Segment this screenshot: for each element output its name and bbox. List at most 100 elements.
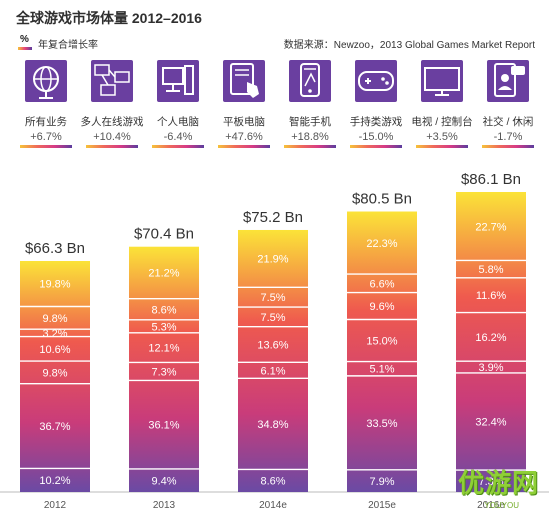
category-growth: +10.4% xyxy=(93,131,131,143)
bar-column xyxy=(347,211,417,492)
segment-label: 5.3% xyxy=(151,321,176,333)
category-label: 电视 / 控制台 xyxy=(411,116,473,128)
segment-label: 3.2% xyxy=(42,328,67,340)
category-growth: +3.5% xyxy=(426,131,458,143)
segment-label: 5.1% xyxy=(369,364,394,376)
segment-label: 10.6% xyxy=(39,344,70,356)
chart-title: 全球游戏市场体量 2012–2016 xyxy=(16,10,202,26)
segment-label: 11.6% xyxy=(476,290,507,302)
legend-text: 年复合增长率 xyxy=(38,40,98,51)
category-item: 社交 / 休闲 -1.7% xyxy=(476,60,540,148)
category-label: 平板电脑 xyxy=(223,116,265,128)
segment-label: 16.2% xyxy=(475,332,506,344)
bars-group: 10.2% 36.7% 9.8% 10.6% 3.2% 9.8% 19.8% $66.3 Bn… xyxy=(20,171,526,511)
desktop-computer-icon xyxy=(157,60,199,102)
bar-total-label: $66.3 Bn xyxy=(25,240,85,257)
growth-underline xyxy=(284,145,336,148)
bar-column xyxy=(20,260,90,492)
percent-symbol: % xyxy=(20,34,29,45)
category-label: 多人在线游戏 xyxy=(80,116,144,128)
category-label: 所有业务 xyxy=(25,116,67,128)
growth-underline xyxy=(86,145,138,148)
segment-label: 9.4% xyxy=(151,475,176,487)
x-tick-label: 2014e xyxy=(259,500,287,511)
segment-label: 36.1% xyxy=(148,420,179,432)
category-label: 智能手机 xyxy=(289,116,331,128)
segment-label: 12.1% xyxy=(148,343,179,355)
stacked-bar-chart: 10.2% 36.7% 9.8% 10.6% 3.2% 9.8% 19.8% $66.3 Bn… xyxy=(0,171,549,511)
x-tick-label: 2016e xyxy=(477,500,505,511)
tv-icon xyxy=(421,60,463,102)
bar-total-label: $70.4 Bn xyxy=(134,226,194,243)
growth-underline xyxy=(350,145,402,148)
segment-label: 22.3% xyxy=(366,238,397,250)
x-tick-label: 2013 xyxy=(153,500,176,511)
segment-label: 7.9% xyxy=(369,476,394,488)
growth-underline xyxy=(218,145,270,148)
category-growth: +47.6% xyxy=(225,131,263,143)
network-computers-icon xyxy=(91,60,133,102)
segment-label: 32.4% xyxy=(475,417,506,429)
segment-label: 6.1% xyxy=(260,365,285,377)
segment-label: 7.3% xyxy=(151,366,176,378)
segment-label: 9.6% xyxy=(369,301,394,313)
category-growth: -15.0% xyxy=(358,131,394,143)
category-label: 社交 / 休闲 xyxy=(482,116,534,128)
segment-label: 22.7% xyxy=(475,221,506,233)
segment-label: 7.5% xyxy=(260,292,285,304)
segment-label: 7.5% xyxy=(260,312,285,324)
tablet-touch-icon xyxy=(223,60,265,102)
segment-label: 19.8% xyxy=(39,279,70,291)
watermark-logo: 优游网 xyxy=(457,468,539,498)
category-item: 个人电脑 -6.4% xyxy=(146,60,210,148)
source-note: 数据来源：Newzoo，2013 Global Games Market Rep… xyxy=(283,40,535,51)
bar-column xyxy=(129,246,199,492)
bar-total-label: $86.1 Bn xyxy=(461,171,521,188)
category-item: 智能手机 +18.8% xyxy=(278,60,342,148)
growth-underline xyxy=(20,145,72,148)
growth-underline xyxy=(482,145,534,148)
category-item: 所有业务 +6.7% xyxy=(14,60,78,148)
legend-gradient-line xyxy=(18,47,32,50)
bar-total-label: $80.5 Bn xyxy=(352,191,412,208)
bar-column xyxy=(238,229,308,492)
segment-label: 6.6% xyxy=(369,278,394,290)
segment-label: 9.8% xyxy=(42,313,67,325)
segment-label: 8.6% xyxy=(260,476,285,488)
category-label: 个人电脑 xyxy=(157,116,199,128)
growth-underline xyxy=(416,145,468,148)
segment-label: 10.2% xyxy=(39,475,70,487)
handheld-console-icon xyxy=(355,60,397,102)
bar-total-label: $75.2 Bn xyxy=(243,209,303,226)
bar-column xyxy=(456,192,526,492)
segment-label: 7.3% xyxy=(478,476,503,488)
growth-underline xyxy=(152,145,204,148)
segment-label: 15.0% xyxy=(366,336,397,348)
segment-label: 33.5% xyxy=(366,418,397,430)
category-growth: +18.8% xyxy=(291,131,329,143)
social-user-icon xyxy=(487,60,529,102)
globe-icon xyxy=(25,60,67,102)
smartphone-icon xyxy=(289,60,331,102)
category-item: 多人在线游戏 +10.4% xyxy=(80,60,144,148)
category-item: 手持类游戏 -15.0% xyxy=(344,60,408,148)
segment-label: 8.6% xyxy=(151,304,176,316)
watermark-sub: YOUYOU xyxy=(484,501,519,510)
category-item: 电视 / 控制台 +3.5% xyxy=(410,60,474,148)
segment-label: 21.9% xyxy=(257,254,288,266)
segment-label: 21.2% xyxy=(148,268,179,280)
category-label: 手持类游戏 xyxy=(349,116,403,128)
category-growth: -1.7% xyxy=(493,131,523,143)
segment-label: 9.8% xyxy=(42,367,67,379)
x-tick-label: 2012 xyxy=(44,500,67,511)
segment-label: 3.9% xyxy=(478,362,503,374)
x-tick-label: 2015e xyxy=(368,500,396,511)
segment-label: 36.7% xyxy=(39,421,70,433)
category-growth: +6.7% xyxy=(30,131,62,143)
segment-label: 5.8% xyxy=(478,264,503,276)
segment-label: 34.8% xyxy=(257,419,288,431)
category-row: 所有业务 +6.7% 多人在线游戏 +10.4% 个人电脑 xyxy=(14,60,539,160)
category-growth: -6.4% xyxy=(163,131,193,143)
segment-label: 13.6% xyxy=(257,339,288,351)
category-item: 平板电脑 +47.6% xyxy=(212,60,276,148)
